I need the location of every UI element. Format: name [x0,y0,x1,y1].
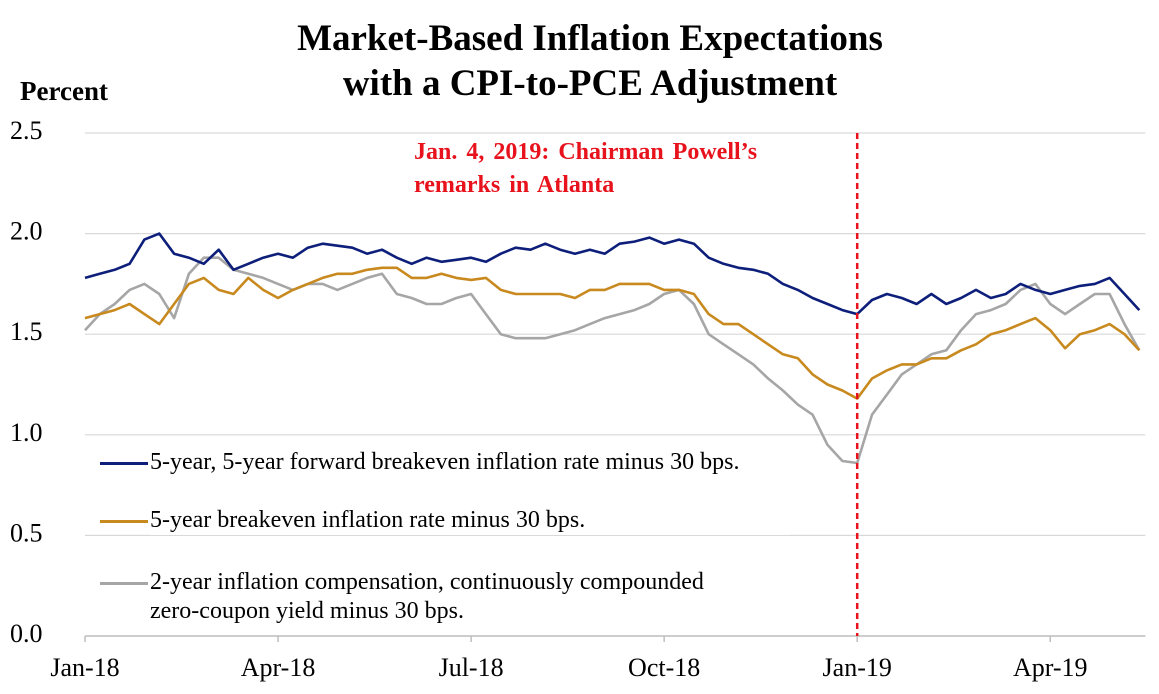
legend-swatch [100,520,148,523]
x-tick-label: Jul-18 [439,653,504,682]
x-tick-label: Apr-19 [1013,653,1088,682]
y-tick-label: 2.0 [10,217,43,246]
x-tick-label: Jan-18 [50,653,119,682]
legend-swatch [100,582,148,585]
x-tick-label: Apr-18 [241,653,316,682]
y-tick-label: 2.5 [10,116,43,145]
y-axis-label: Percent [20,76,108,106]
chart-title: Market-Based Inflation Expectations with… [297,18,883,104]
legend-label: 5-year breakeven inflation rate minus 30… [150,507,586,533]
y-tick-label: 0.0 [10,619,43,648]
y-tick-label: 0.5 [10,518,43,547]
series-line [84,256,1141,465]
x-tick-label: Oct-18 [628,653,700,682]
legend-entry: 5-year breakeven inflation rate minus 30… [100,506,790,535]
legend-swatch [100,462,148,465]
legend-entry: 2-year inflation compensation, continuou… [100,568,710,626]
legend-entry: 5-year, 5-year forward breakeven inflati… [100,448,790,477]
x-tick-label: Jan-19 [823,653,892,682]
annotation-line-2: remarks in Atlanta [414,172,615,198]
legend-label: 2-year inflation compensation, continuou… [150,569,704,624]
y-tick-label: 1.0 [10,418,43,447]
annotation-line-1: Jan. 4, 2019: Chairman Powell’s [414,139,758,165]
series-line [84,232,1141,316]
annotation: Jan. 4, 2019: Chairman Powell’s remarks … [414,136,757,202]
y-tick-label: 1.5 [10,317,43,346]
legend-label: 5-year, 5-year forward breakeven inflati… [150,449,740,475]
series-line [84,266,1141,400]
